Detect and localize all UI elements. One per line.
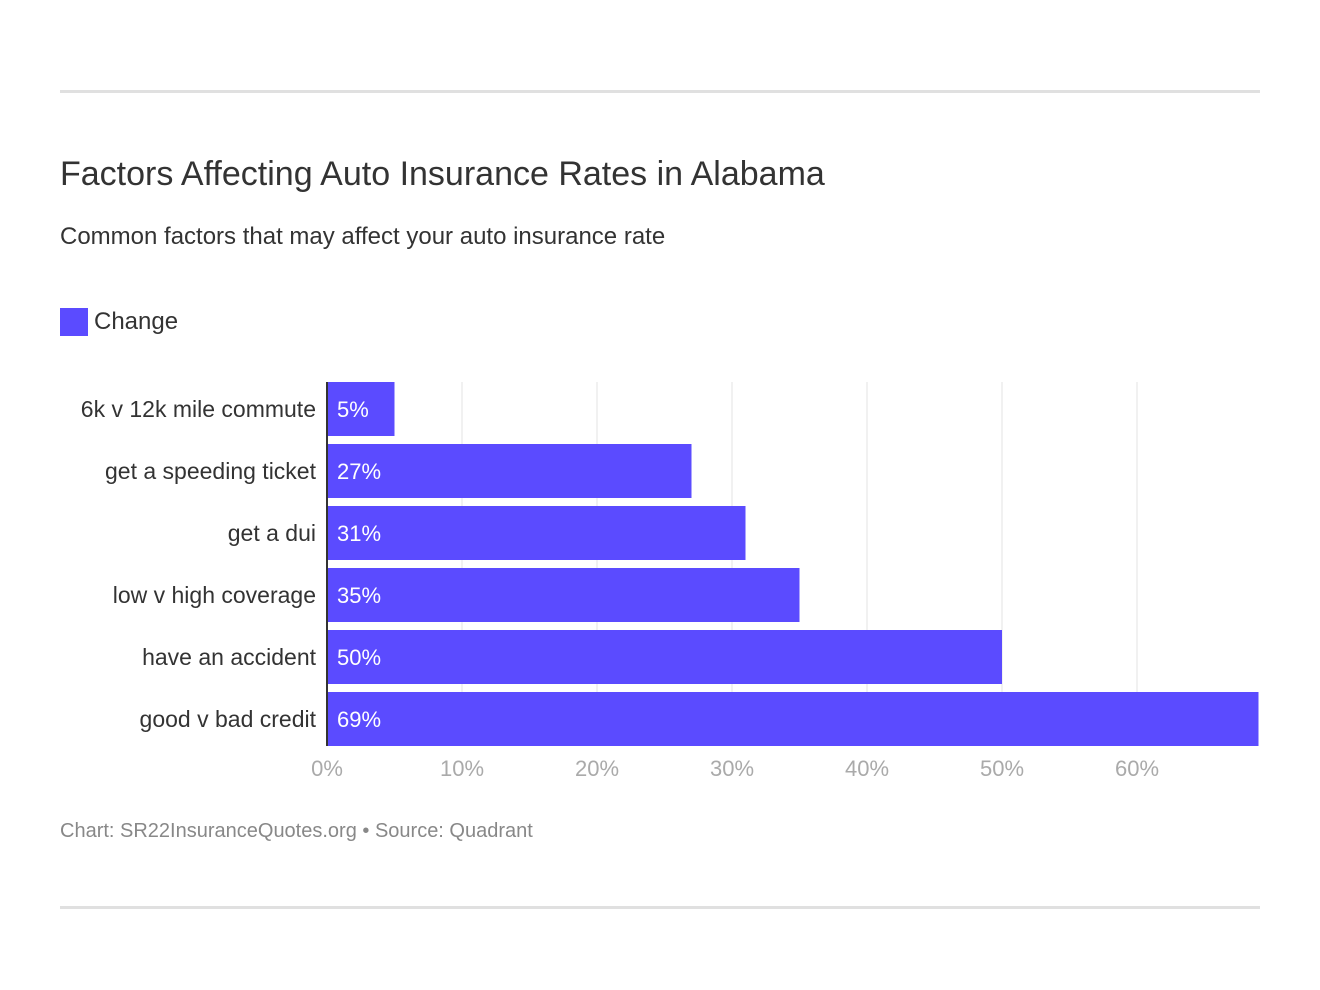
category-label: 6k v 12k mile commute	[81, 396, 316, 422]
bar	[327, 444, 692, 498]
bar	[327, 630, 1002, 684]
bar	[327, 506, 746, 560]
x-tick-label: 40%	[845, 756, 889, 781]
data-label: 35%	[337, 583, 381, 608]
category-label: good v bad credit	[140, 706, 317, 732]
top-rule	[60, 90, 1260, 93]
x-tick-label: 30%	[710, 756, 754, 781]
chart-subtitle: Common factors that may affect your auto…	[60, 223, 666, 250]
x-tick-label: 50%	[980, 756, 1024, 781]
chart-footer: Chart: SR22InsuranceQuotes.org • Source:…	[60, 820, 533, 842]
bar	[327, 382, 395, 436]
x-tick-label: 20%	[575, 756, 619, 781]
category-label: get a speeding ticket	[105, 458, 317, 484]
data-label: 50%	[337, 645, 381, 670]
legend-swatch	[60, 308, 88, 336]
x-tick-label: 60%	[1115, 756, 1159, 781]
chart-title: Factors Affecting Auto Insurance Rates i…	[60, 155, 825, 193]
category-label: get a dui	[228, 520, 316, 546]
legend: Change	[60, 308, 178, 336]
data-label: 27%	[337, 459, 381, 484]
category-label: low v high coverage	[113, 582, 316, 608]
bottom-rule	[60, 906, 1260, 909]
x-tick-label: 0%	[311, 756, 343, 781]
data-label: 31%	[337, 521, 381, 546]
category-label: have an accident	[142, 644, 317, 670]
bar	[327, 692, 1259, 746]
bar	[327, 568, 800, 622]
legend-label: Change	[94, 308, 179, 335]
data-label: 5%	[337, 397, 369, 422]
data-label: 69%	[337, 707, 381, 732]
x-tick-label: 10%	[440, 756, 484, 781]
